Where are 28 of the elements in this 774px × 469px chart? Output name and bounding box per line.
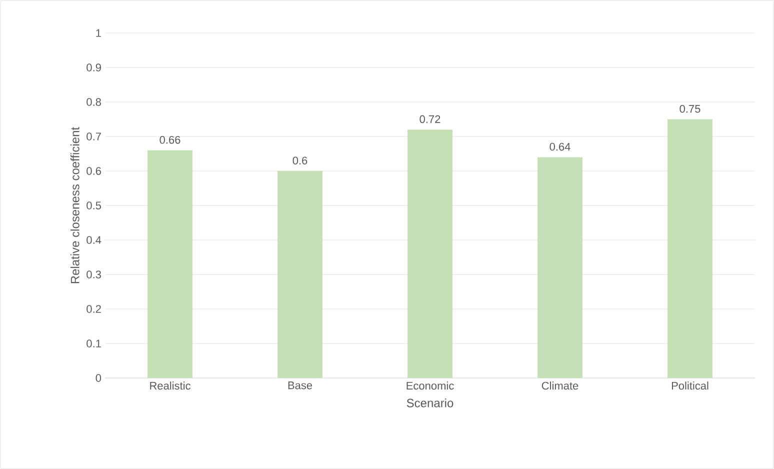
bar — [668, 119, 712, 378]
y-tick-label: 0.7 — [86, 132, 101, 140]
x-tick-label: Base — [288, 382, 312, 390]
y-tick-label: 1 — [96, 29, 101, 37]
y-tick-label: 0.5 — [86, 202, 101, 210]
data-label: 0.75 — [680, 104, 700, 113]
x-tick-label: Economic — [406, 382, 454, 390]
y-tick-label: 0.6 — [86, 167, 101, 175]
y-tick-label: 0.4 — [86, 236, 102, 244]
y-tick-label: 0.8 — [86, 98, 101, 106]
x-tick-label: Realistic — [150, 382, 190, 390]
bar — [278, 170, 322, 378]
y-tick-label: 0.2 — [86, 305, 101, 313]
data-label: 0.72 — [420, 115, 440, 124]
data-label: 0.66 — [160, 136, 180, 144]
y-axis-title: Relative closeness coefficient — [70, 127, 80, 284]
y-tick-label: 0 — [96, 374, 102, 382]
y-tick-label: 0.3 — [86, 270, 101, 278]
x-tick-label: Climate — [542, 382, 578, 390]
bar — [408, 130, 452, 378]
y-tick-label: 0.9 — [86, 64, 101, 72]
bar — [148, 150, 192, 378]
data-label: 0.6 — [292, 156, 308, 164]
data-label: 0.64 — [550, 142, 570, 151]
x-tick-label: Political — [672, 382, 708, 390]
y-tick-label: 0.1 — [86, 340, 101, 348]
bar — [538, 157, 583, 378]
x-axis-title: Scenario — [406, 398, 454, 408]
